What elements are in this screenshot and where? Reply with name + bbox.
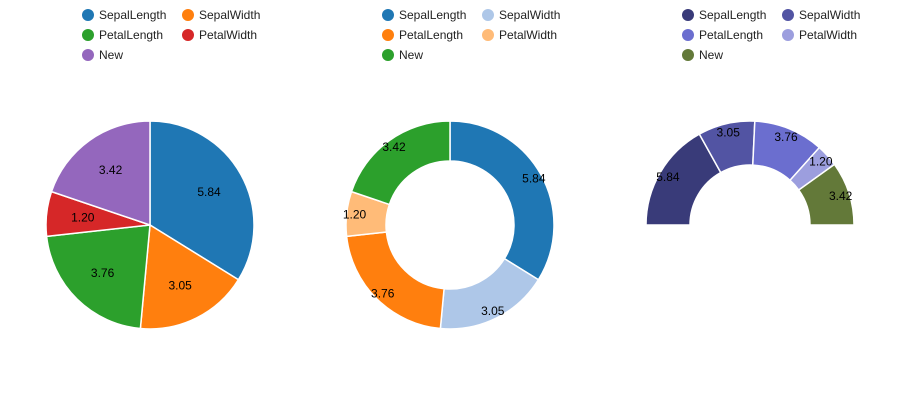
donut-legend-item-new[interactable]: New bbox=[382, 48, 423, 62]
half-donut-legend-swatch bbox=[782, 29, 794, 41]
pie-legend-item-sepal-length[interactable]: SepalLength bbox=[82, 8, 166, 22]
pie-value-label: 3.76 bbox=[91, 266, 115, 280]
half-donut-value-label: 1.20 bbox=[809, 154, 833, 168]
pie-legend-swatch bbox=[182, 29, 194, 41]
pie-legend-label: New bbox=[99, 48, 123, 62]
half-donut-legend-swatch bbox=[682, 9, 694, 21]
pie-legend-item-sepal-width[interactable]: SepalWidth bbox=[182, 8, 260, 22]
pie-slice-sepal-width[interactable] bbox=[139, 223, 240, 330]
half-donut-legend-label: New bbox=[699, 48, 723, 62]
donut-value-label: 3.42 bbox=[382, 140, 406, 154]
pie-value-label: 3.05 bbox=[168, 279, 192, 293]
donut-legend-label: SepalLength bbox=[399, 8, 466, 22]
pie-value-label: 5.84 bbox=[197, 185, 221, 199]
pie-legend-label: PetalLength bbox=[99, 28, 163, 42]
pie-legend-swatch bbox=[82, 29, 94, 41]
pie-chart-slices bbox=[45, 120, 255, 330]
half-donut-value-label: 3.42 bbox=[829, 189, 853, 203]
half-donut-legend-label: SepalWidth bbox=[799, 8, 860, 22]
pie-chart: SepalLength SepalWidth PetalLength PetalWid… bbox=[45, 8, 260, 330]
donut-legend-label: PetalLength bbox=[399, 28, 463, 42]
pie-legend-item-new[interactable]: New bbox=[82, 48, 123, 62]
donut-legend-swatch bbox=[482, 29, 494, 41]
pie-legend-label: SepalLength bbox=[99, 8, 166, 22]
pie-chart-labels: 5.84 3.05 3.76 1.20 3.42 bbox=[71, 163, 221, 292]
pie-legend-swatch bbox=[82, 9, 94, 21]
half-donut-slice-new[interactable] bbox=[797, 163, 855, 226]
donut-legend-swatch bbox=[482, 9, 494, 21]
donut-legend-label: SepalWidth bbox=[499, 8, 560, 22]
half-donut-value-label: 3.05 bbox=[717, 125, 741, 139]
half-donut-chart: SepalLength SepalWidth PetalLength PetalWid… bbox=[645, 8, 860, 226]
donut-value-label: 5.84 bbox=[522, 171, 546, 185]
donut-chart-legend: SepalLength SepalWidth PetalLength PetalWid… bbox=[382, 8, 560, 62]
donut-legend-item-sepal-length[interactable]: SepalLength bbox=[382, 8, 466, 22]
donut-legend-swatch bbox=[382, 29, 394, 41]
donut-value-label: 3.76 bbox=[371, 286, 395, 300]
donut-chart: SepalLength SepalWidth PetalLength PetalWid… bbox=[343, 8, 560, 330]
half-donut-legend-label: PetalWidth bbox=[799, 28, 857, 42]
donut-slice-petal-length[interactable] bbox=[345, 231, 445, 330]
half-donut-legend-label: SepalLength bbox=[699, 8, 766, 22]
pie-legend-label: SepalWidth bbox=[199, 8, 260, 22]
donut-legend-item-sepal-width[interactable]: SepalWidth bbox=[482, 8, 560, 22]
half-donut-legend-label: PetalLength bbox=[699, 28, 763, 42]
half-donut-legend-swatch bbox=[682, 29, 694, 41]
pie-value-label: 3.42 bbox=[99, 163, 123, 177]
donut-legend-item-petal-width[interactable]: PetalWidth bbox=[482, 28, 557, 42]
half-donut-value-label: 5.84 bbox=[656, 170, 680, 184]
donut-chart-slices bbox=[345, 120, 555, 330]
half-donut-chart-labels: 5.84 3.05 3.76 1.20 3.42 bbox=[656, 125, 852, 203]
donut-legend-swatch bbox=[382, 9, 394, 21]
pie-legend-item-petal-width[interactable]: PetalWidth bbox=[182, 28, 257, 42]
pie-legend-swatch bbox=[82, 49, 94, 61]
half-donut-legend-item-sepal-width[interactable]: SepalWidth bbox=[782, 8, 860, 22]
donut-legend-label: PetalWidth bbox=[499, 28, 557, 42]
half-donut-value-label: 3.76 bbox=[774, 130, 798, 144]
donut-value-label: 1.20 bbox=[343, 208, 367, 222]
donut-legend-swatch bbox=[382, 49, 394, 61]
donut-chart-labels: 5.84 3.05 3.76 1.20 3.42 bbox=[343, 140, 546, 318]
pie-slice-petal-length[interactable] bbox=[45, 224, 151, 330]
pie-legend-item-petal-length[interactable]: PetalLength bbox=[82, 28, 163, 42]
half-donut-legend-item-new[interactable]: New bbox=[682, 48, 723, 62]
donut-legend-item-petal-length[interactable]: PetalLength bbox=[382, 28, 463, 42]
pie-slice-sepal-length[interactable] bbox=[149, 120, 255, 281]
pie-legend-swatch bbox=[182, 9, 194, 21]
pie-slice-new[interactable] bbox=[50, 120, 151, 227]
donut-value-label: 3.05 bbox=[481, 304, 505, 318]
half-donut-chart-legend: SepalLength SepalWidth PetalLength PetalWid… bbox=[682, 8, 860, 62]
donut-slice-sepal-length[interactable] bbox=[449, 120, 555, 281]
half-donut-legend-item-sepal-length[interactable]: SepalLength bbox=[682, 8, 766, 22]
pie-legend-label: PetalWidth bbox=[199, 28, 257, 42]
pie-value-label: 1.20 bbox=[71, 211, 95, 225]
half-donut-legend-swatch bbox=[782, 9, 794, 21]
half-donut-legend-item-petal-width[interactable]: PetalWidth bbox=[782, 28, 857, 42]
donut-legend-label: New bbox=[399, 48, 423, 62]
half-donut-chart-slices bbox=[645, 120, 855, 226]
donut-slice-new[interactable] bbox=[350, 120, 451, 206]
pie-chart-legend: SepalLength SepalWidth PetalLength PetalWid… bbox=[82, 8, 260, 62]
half-donut-legend-item-petal-length[interactable]: PetalLength bbox=[682, 28, 763, 42]
half-donut-legend-swatch bbox=[682, 49, 694, 61]
